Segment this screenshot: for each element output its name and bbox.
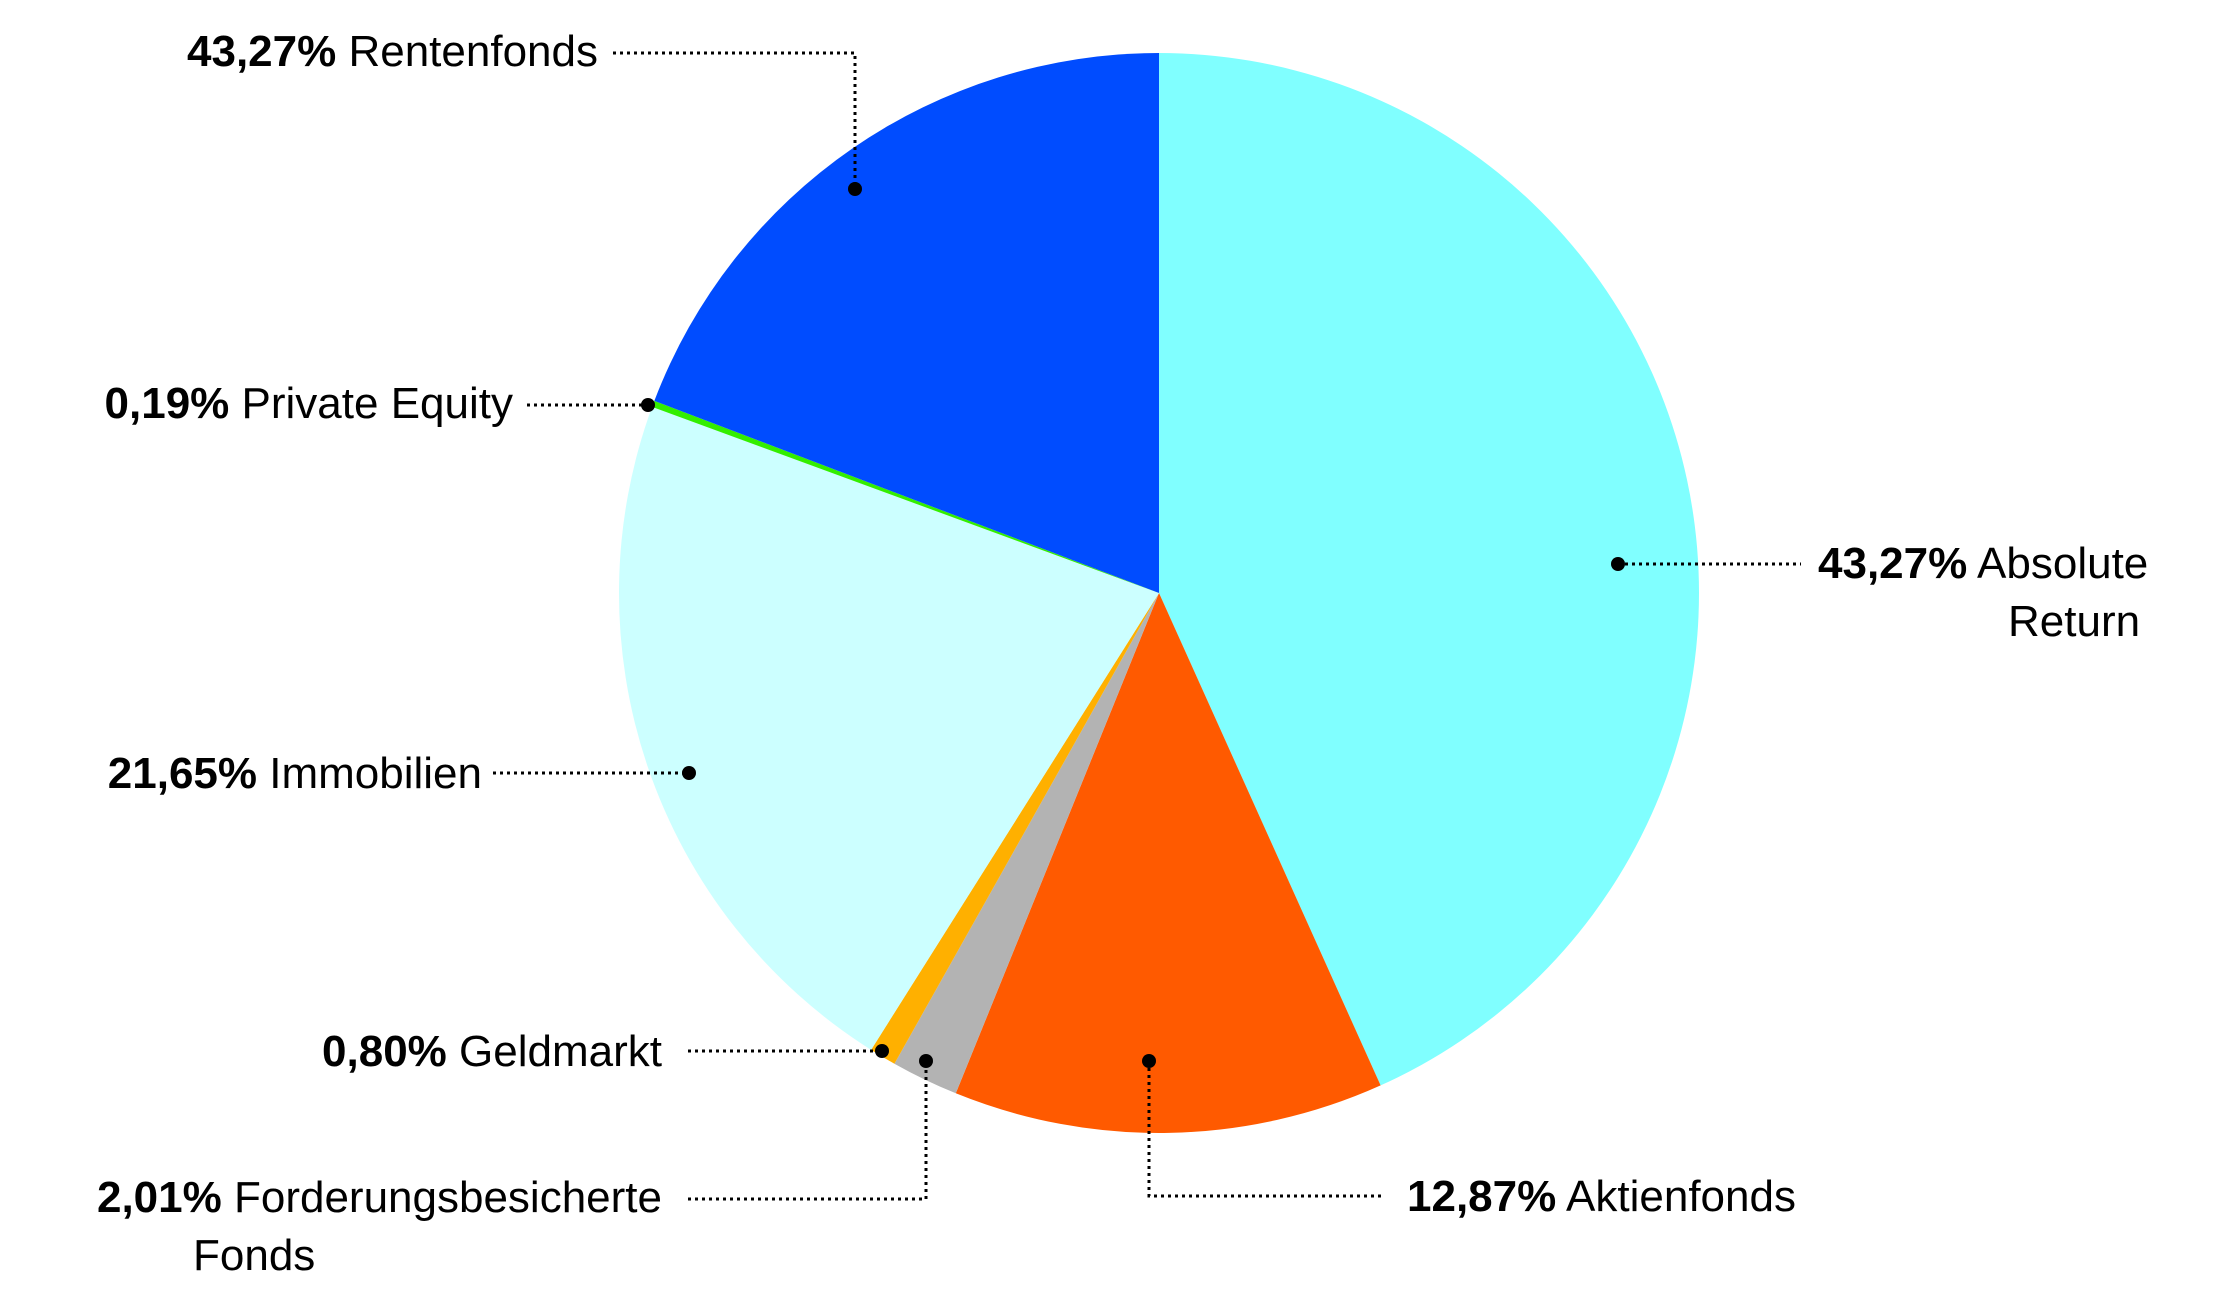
pct-geldmarkt: 0,80% xyxy=(322,1027,447,1076)
label-rentenfonds: 43,27% Rentenfonds xyxy=(187,27,598,76)
dot-forderung xyxy=(919,1054,933,1068)
dot-private-equity xyxy=(641,398,655,412)
pie-slice-immobilien xyxy=(618,406,1159,1050)
pct-rentenfonds: 43,27% xyxy=(187,27,336,76)
leader-dots xyxy=(641,182,1625,1068)
name-forderung-line1: Forderungsbesicherte xyxy=(234,1173,662,1222)
leader-forderung xyxy=(688,1061,928,1201)
label-immobilien: 21,65% Immobilien xyxy=(108,749,482,798)
label-geldmarkt: 0,80% Geldmarkt xyxy=(322,1027,662,1076)
pie-slice-private-equity xyxy=(652,400,1159,593)
dot-absolute-return xyxy=(1611,557,1625,571)
name-absolute-return-line1: Absolute xyxy=(1977,539,2148,588)
dot-immobilien xyxy=(682,766,696,780)
leader-lines xyxy=(493,51,1801,1201)
pct-private-equity: 0,19% xyxy=(105,379,230,428)
label-private-equity: 0,19% Private Equity xyxy=(105,379,513,428)
pct-aktienfonds: 12,87% xyxy=(1407,1172,1556,1221)
pie-slice-geldmarkt xyxy=(871,593,1159,1064)
pie-slice-forderungsbesicherte-fonds xyxy=(894,593,1159,1094)
pie-slice-aktienfonds xyxy=(955,593,1381,1134)
name-aktienfonds: Aktienfonds xyxy=(1566,1172,1796,1221)
pie-slice-absolute-return xyxy=(1159,53,1700,1086)
dot-geldmarkt xyxy=(875,1044,889,1058)
pie-slices xyxy=(618,53,1700,1134)
name-immobilien: Immobilien xyxy=(269,749,482,798)
pct-absolute-return: 43,27% xyxy=(1818,539,1967,588)
leader-rentenfonds xyxy=(613,51,857,189)
dot-aktienfonds xyxy=(1142,1054,1156,1068)
pie-slice-rentenfonds xyxy=(654,53,1159,593)
leader-aktienfonds xyxy=(1147,1061,1383,1198)
name-geldmarkt: Geldmarkt xyxy=(459,1027,662,1076)
name-private-equity: Private Equity xyxy=(242,379,513,428)
pct-forderung: 2,01% xyxy=(97,1173,222,1222)
pct-immobilien: 21,65% xyxy=(108,749,257,798)
label-absolute-return: 43,27% Absolute xyxy=(1818,539,2148,588)
name-rentenfonds: Rentenfonds xyxy=(348,27,598,76)
dot-rentenfonds xyxy=(848,182,862,196)
label-forderung: 2,01% Forderungsbesicherte xyxy=(97,1173,662,1222)
label-aktienfonds: 12,87% Aktienfonds xyxy=(1407,1172,1796,1221)
name-forderung-line2: Fonds xyxy=(193,1231,315,1280)
name-absolute-return-line2: Return xyxy=(2008,597,2140,646)
